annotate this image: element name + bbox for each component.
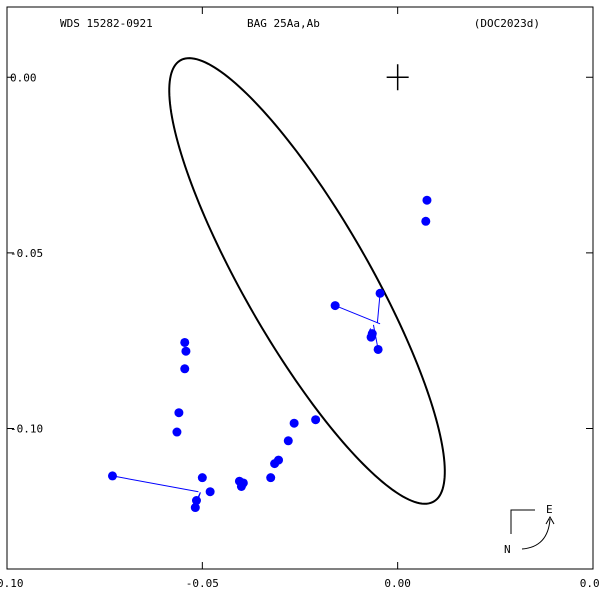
observation-point <box>191 496 201 506</box>
axes: -0.10 -0.05 0.00 0.05 0.00 -0.05 -0.10 <box>0 6 600 590</box>
observation-point <box>172 427 182 437</box>
y-tick-label: -0.10 <box>10 423 43 436</box>
compass: E N <box>504 503 555 556</box>
observation-point <box>283 436 293 446</box>
x-tick-label: -0.05 <box>186 577 219 590</box>
compass-arrow-head <box>545 515 555 525</box>
observation-point <box>421 216 431 226</box>
y-tick-label: 0.00 <box>10 71 37 84</box>
observation-points <box>107 195 432 513</box>
observation-point <box>311 415 321 425</box>
compass-north-label: N <box>504 543 511 556</box>
observation-point <box>289 418 299 428</box>
compass-arrow-arc <box>521 518 551 550</box>
observation-point <box>366 332 376 342</box>
compass-axes <box>510 509 535 534</box>
header-system-name: BAG 25Aa,Ab <box>247 17 320 30</box>
observation-point <box>197 473 207 483</box>
header-wds-id: WDS 15282-0921 <box>60 17 153 30</box>
observation-point <box>238 478 248 488</box>
observation-point <box>181 346 191 356</box>
observation-point <box>422 195 432 205</box>
residual-line <box>334 305 381 325</box>
x-tick-label: 0.05 <box>580 577 600 590</box>
observation-point <box>274 455 284 465</box>
observation-point <box>205 487 215 497</box>
observation-point <box>180 364 190 374</box>
observation-point <box>174 408 184 418</box>
observation-point <box>373 344 383 354</box>
x-tick-label: 0.00 <box>384 577 411 590</box>
observation-point <box>107 471 117 481</box>
orbit-ellipse <box>168 57 446 505</box>
observation-point <box>180 337 190 347</box>
y-tick-label: -0.05 <box>10 247 43 260</box>
observation-point <box>266 473 276 483</box>
observation-point <box>330 301 340 311</box>
primary-star-cross <box>386 64 409 91</box>
residual-line <box>112 475 199 493</box>
compass-east-label: E <box>546 503 553 516</box>
observation-point <box>190 503 200 513</box>
observation-point <box>375 288 385 298</box>
plot-frame <box>6 6 594 570</box>
residual-line <box>376 293 381 324</box>
orbit-ellipse-group <box>168 57 446 505</box>
header-reference: (DOC2023d) <box>474 17 540 30</box>
x-tick-label: -0.10 <box>0 577 24 590</box>
